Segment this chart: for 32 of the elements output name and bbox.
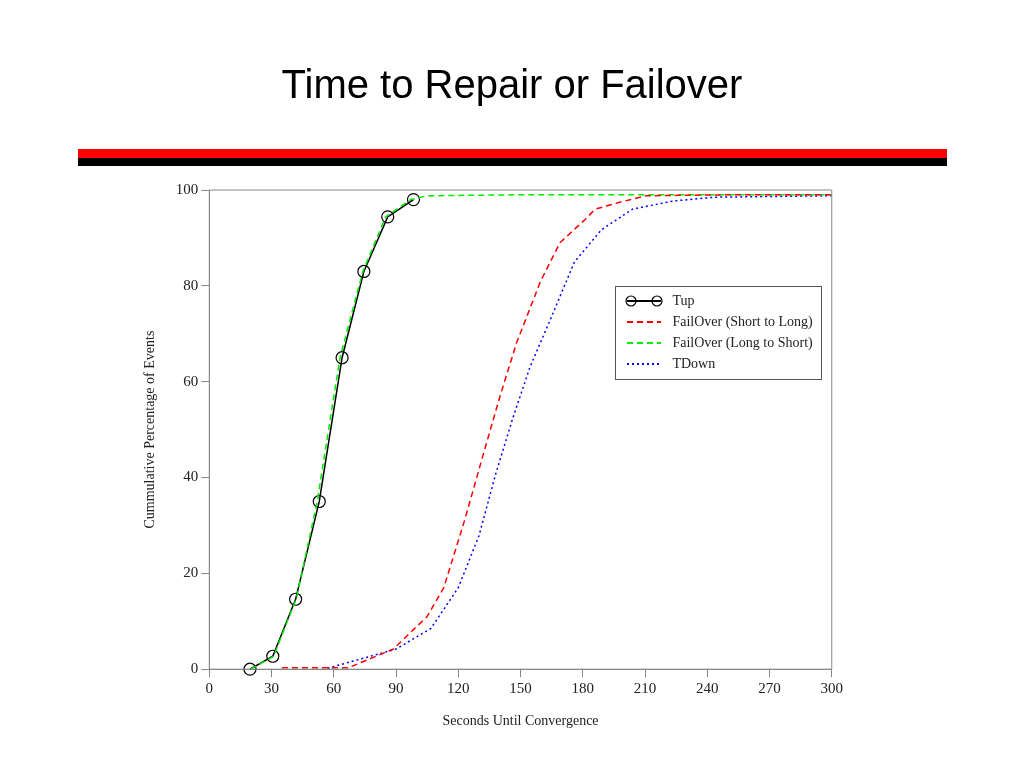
x-tick-label: 0 [205, 680, 214, 697]
y-tick-label: 40 [183, 468, 199, 485]
point [312, 494, 326, 509]
legend-label: Tup [672, 293, 695, 310]
point [357, 264, 371, 279]
y-tick-label: 20 [183, 564, 199, 581]
x-tick-label: 180 [571, 680, 595, 697]
point [289, 592, 303, 606]
x-axis-title: Seconds Until Convergence [442, 713, 599, 729]
legend-label: FailOver (Long to Short) [672, 335, 813, 352]
point [381, 210, 395, 224]
point [406, 192, 421, 207]
x-tick-label: 300 [820, 680, 843, 697]
x-tick-label: 120 [447, 680, 470, 697]
x-tick-label: 150 [509, 680, 532, 697]
y-tick-label: 100 [175, 180, 199, 197]
chart-title: Time to Repair or Failover [280, 62, 744, 107]
y-axis-title: Cummulative Percentage of Events [142, 330, 158, 529]
y-tick-label: 0 [190, 660, 199, 677]
x-tick-label: 270 [758, 680, 781, 697]
point [335, 351, 349, 365]
x-tick-label: 30 [264, 680, 280, 697]
legend-label: FailOver (Short to Long) [672, 314, 813, 331]
point [266, 649, 280, 663]
y-tick-label: 60 [183, 372, 199, 389]
x-tick-label: 60 [326, 680, 342, 697]
x-tick-label: 240 [696, 680, 719, 697]
legend-label: TDown [672, 356, 716, 373]
x-tick-label: 90 [388, 680, 404, 697]
x-tick-label: 210 [633, 680, 657, 697]
point [243, 662, 257, 676]
y-tick-label: 80 [183, 276, 199, 293]
